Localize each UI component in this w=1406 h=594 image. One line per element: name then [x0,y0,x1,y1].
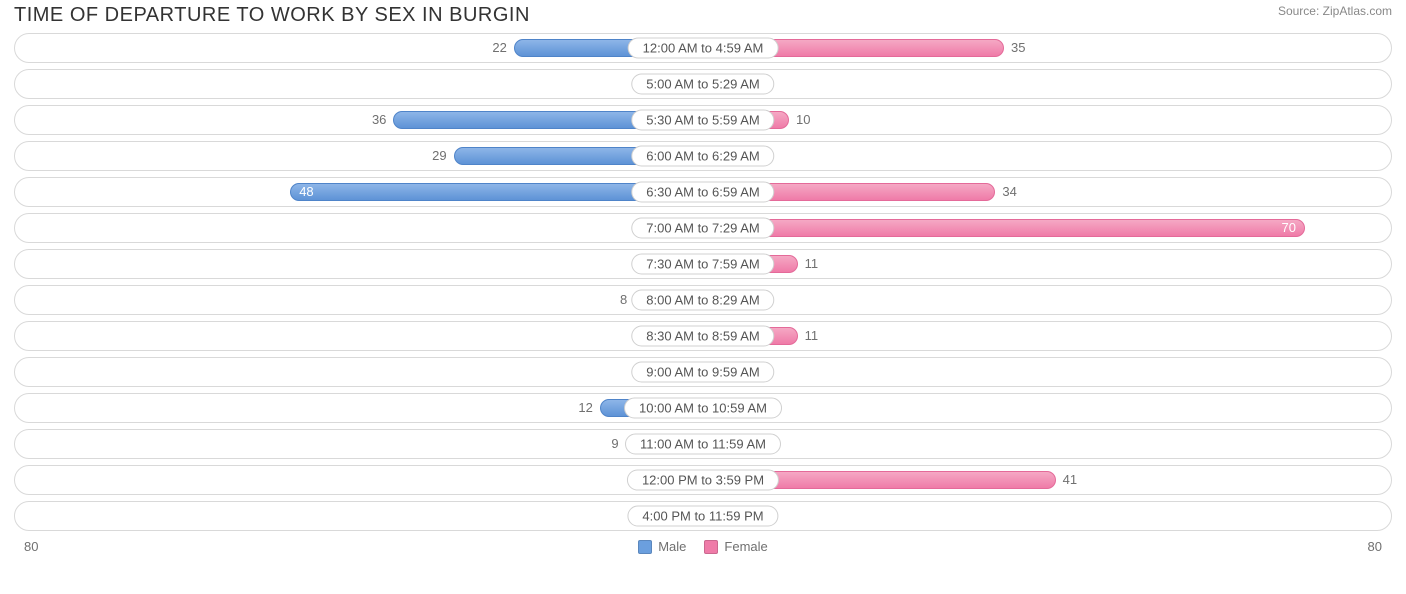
chart-row: 868:00 AM to 8:29 AM [14,285,1392,315]
female-value: 10 [788,112,810,127]
row-category-label: 11:00 AM to 11:59 AM [625,434,781,455]
chart-header: TIME OF DEPARTURE TO WORK BY SEX IN BURG… [0,0,1406,33]
chart-row: 6 11 7:30 AM to 7:59 AM [14,249,1392,279]
row-left-half: 9 [15,430,703,458]
male-value: 22 [492,40,514,55]
row-category-label: 4:00 PM to 11:59 PM [627,506,778,527]
row-right-half: 34 [703,178,1391,206]
male-value: 29 [432,148,454,163]
swatch-female [704,540,718,554]
chart-title: TIME OF DEPARTURE TO WORK BY SEX IN BURG… [14,4,530,27]
row-left-half: 4 [15,466,703,494]
row-left-half: 6 [15,250,703,278]
row-category-label: 6:00 AM to 6:29 AM [631,146,774,167]
row-right-half: 10 [703,106,1391,134]
row-category-label: 7:30 AM to 7:59 AM [631,254,774,275]
row-right-half: 11 [703,250,1391,278]
row-category-label: 7:00 AM to 7:29 AM [631,218,774,239]
row-left-half: 48 [15,178,703,206]
chart-row: 48 34 6:30 AM to 6:59 AM [14,177,1392,207]
row-category-label: 8:00 AM to 8:29 AM [631,290,774,311]
row-left-half: 4 [15,70,703,98]
female-value: 35 [1003,40,1025,55]
male-value: 36 [372,112,394,127]
female-value: 11 [797,328,819,343]
chart-footer: 80 Male Female 80 [0,537,1406,554]
chart-source: Source: ZipAtlas.com [1278,4,1392,18]
row-category-label: 8:30 AM to 8:59 AM [631,326,774,347]
row-right-half: 5 [703,358,1391,386]
chart-row: 604:00 PM to 11:59 PM [14,501,1392,531]
row-left-half: 29 [15,142,703,170]
row-right-half: 4 [703,430,1391,458]
row-right-half: 41 [703,466,1391,494]
row-right-half: 0 [703,394,1391,422]
row-left-half: 3 [15,358,703,386]
legend: Male Female [638,539,768,554]
row-left-half: 22 [15,34,703,62]
row-left-half: 36 [15,106,703,134]
row-right-half: 35 [703,34,1391,62]
legend-item-male: Male [638,539,686,554]
row-category-label: 6:30 AM to 6:59 AM [631,182,774,203]
legend-label-female: Female [724,539,767,554]
row-right-half: 0 [703,70,1391,98]
female-value: 11 [797,256,819,271]
legend-label-male: Male [658,539,686,554]
swatch-male [638,540,652,554]
chart-row: 0 11 8:30 AM to 8:59 AM [14,321,1392,351]
chart-row: 9411:00 AM to 11:59 AM [14,429,1392,459]
chart-row: 22 35 12:00 AM to 4:59 AM [14,33,1392,63]
row-right-half: 4 [703,142,1391,170]
female-value: 41 [1055,472,1077,487]
female-bar: 70 [703,219,1305,237]
row-left-half: 4 [15,214,703,242]
chart-row: 359:00 AM to 9:59 AM [14,357,1392,387]
row-category-label: 12:00 AM to 4:59 AM [628,38,779,59]
row-category-label: 12:00 PM to 3:59 PM [627,470,779,491]
row-right-half: 70 [703,214,1391,242]
chart-container: TIME OF DEPARTURE TO WORK BY SEX IN BURG… [0,0,1406,594]
row-right-half: 11 [703,322,1391,350]
axis-right-max: 80 [1368,539,1382,554]
legend-item-female: Female [704,539,767,554]
row-category-label: 5:30 AM to 5:59 AM [631,110,774,131]
male-value: 12 [578,400,600,415]
row-category-label: 10:00 AM to 10:59 AM [624,398,782,419]
chart-rows: 223512:00 AM to 4:59 AM405:00 AM to 5:29… [0,33,1406,531]
row-right-half: 0 [703,502,1391,530]
chart-row: 4 70 7:00 AM to 7:29 AM [14,213,1392,243]
chart-row: 4 41 12:00 PM to 3:59 PM [14,465,1392,495]
female-value: 34 [994,184,1016,199]
row-left-half: 0 [15,322,703,350]
row-left-half: 6 [15,502,703,530]
row-category-label: 9:00 AM to 9:59 AM [631,362,774,383]
row-left-half: 12 [15,394,703,422]
female-value: 70 [1282,220,1296,235]
axis-left-max: 80 [24,539,38,554]
chart-row: 36 10 5:30 AM to 5:59 AM [14,105,1392,135]
chart-row: 29 46:00 AM to 6:29 AM [14,141,1392,171]
male-value: 48 [299,184,313,199]
row-category-label: 5:00 AM to 5:29 AM [631,74,774,95]
row-right-half: 6 [703,286,1391,314]
chart-row: 12 010:00 AM to 10:59 AM [14,393,1392,423]
row-left-half: 8 [15,286,703,314]
chart-row: 405:00 AM to 5:29 AM [14,69,1392,99]
